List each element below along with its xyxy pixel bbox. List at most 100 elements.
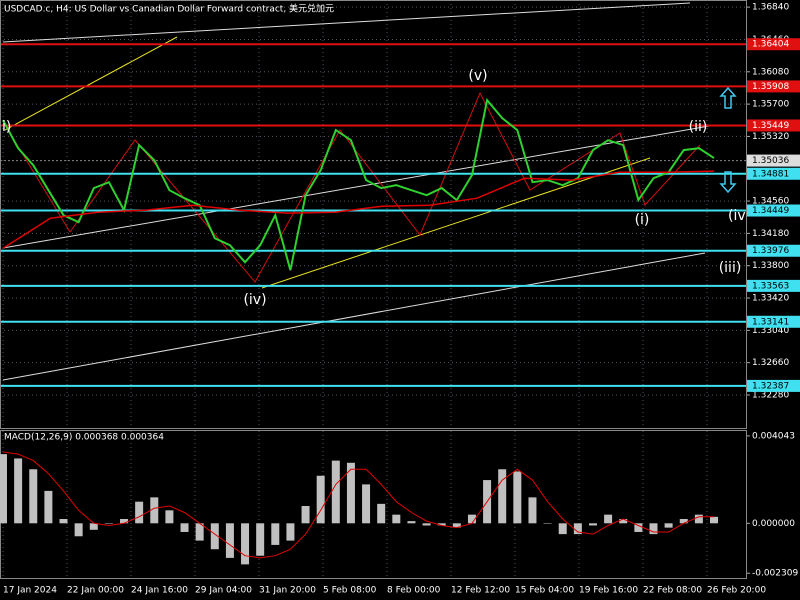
x-tick-label: 12 Feb 12:00: [451, 586, 510, 596]
level-tag: [747, 119, 800, 132]
y-tick-label: 1.33800: [752, 261, 789, 271]
level-tag: [747, 167, 800, 180]
signal-line: [2, 451, 714, 559]
wave-label: (iv): [243, 292, 266, 308]
wave-labels: (v) (ii) (iv) (i) (iii) i) (iv): [2, 68, 751, 308]
macd-bar: [604, 514, 613, 524]
macd-bar: [225, 523, 234, 558]
x-tick-label: 24 Jan 16:00: [131, 586, 188, 596]
macd-bar: [346, 462, 355, 524]
x-tick-label: 22 Jan 00:00: [67, 586, 124, 596]
level-label: 1.33141: [752, 317, 789, 327]
macd-bar: [498, 469, 507, 524]
level-tag: [747, 315, 800, 328]
macd-bar: [150, 497, 159, 524]
macd-bar: [271, 523, 280, 545]
wave-label: i): [2, 119, 11, 135]
price-tag: [747, 154, 800, 167]
level-label: 1.34881: [752, 169, 789, 179]
level-label: 1.35908: [752, 82, 789, 92]
y-tick-label: 1.33040: [752, 326, 789, 336]
wave-label: (iv): [728, 208, 751, 224]
macd-bar: [241, 523, 250, 565]
macd-bar: [135, 501, 144, 524]
level-label: 1.33563: [752, 281, 789, 291]
macd-bar: [543, 523, 552, 524]
macd-bar: [513, 471, 522, 524]
macd-bar: [467, 514, 476, 524]
trend-line: [2, 124, 716, 249]
macd-bar: [528, 497, 537, 524]
level-tag: [747, 244, 800, 257]
x-tick-label: 22 Feb 08:00: [643, 586, 702, 596]
y-tick-label: 1.35320: [752, 132, 789, 142]
macd-bar: [180, 523, 189, 532]
macd-bar: [89, 523, 98, 530]
trend-line: [261, 157, 651, 289]
macd-bar: [588, 523, 597, 526]
level-tag: [747, 80, 800, 93]
macd-bar: [452, 523, 461, 528]
wave-label: (v): [468, 68, 487, 84]
level-tag: [747, 279, 800, 292]
plot: [2, 97, 715, 271]
axes: 1.32280 1.32660 1.33040 1.33420 1.33800 1.341…: [3, 3, 800, 596]
y-tick-label: 1.32280: [752, 390, 789, 400]
wave-label: (ii): [689, 119, 708, 135]
trend-line: [2, 2, 691, 43]
macd-bar: [316, 475, 325, 524]
up-arrow: [719, 86, 737, 109]
macd-bar: [195, 523, 204, 541]
x-tick-label: 8 Feb 00:00: [387, 586, 441, 596]
x-tick-label: 15 Feb 04:00: [515, 586, 574, 596]
macd-bar: [558, 523, 567, 535]
price-line-series: [2, 97, 715, 271]
y-tick-label: -0.002309: [752, 569, 798, 579]
macd-bar: [377, 503, 386, 524]
y-tick-label: 1.35700: [752, 100, 789, 110]
grid: [0, 0, 746, 578]
macd-bar: [44, 490, 53, 524]
macd-bar: [407, 521, 416, 524]
y-tick-label: 0.000000: [752, 519, 795, 529]
macd-bar: [664, 523, 673, 528]
y-tick-label: 1.34180: [752, 229, 789, 239]
x-tick-label: 31 Jan 20:00: [259, 586, 316, 596]
macd-bar: [286, 523, 295, 541]
macd-bar: [437, 523, 446, 526]
macd-bar: [679, 518, 688, 524]
level-label: 1.36404: [752, 40, 789, 50]
macd-bar: [573, 523, 582, 535]
level-tag: [747, 38, 800, 51]
wave-label: (iii): [719, 260, 742, 276]
macd-title: MACD(12,26,9) 0.000368 0.000364: [4, 433, 164, 443]
macd-bar: [210, 523, 219, 550]
down-arrow: [719, 171, 737, 194]
price-line-series: [2, 170, 715, 249]
level-label: 1.33976: [752, 246, 789, 256]
x-tick-label: 17 Jan 2024: [3, 586, 57, 596]
macd-bar: [14, 458, 23, 524]
macd-bar: [362, 484, 371, 524]
macd-bar: [74, 523, 83, 537]
macd-bar: [634, 523, 643, 532]
macd-bar: [331, 460, 340, 524]
wave-zigzag: [4, 91, 701, 283]
y-tick-label: 1.33420: [752, 294, 789, 304]
level-label: 1.34449: [752, 206, 789, 216]
x-tick-label: 26 Feb 20:00: [707, 586, 766, 596]
macd-bar: [59, 518, 68, 524]
trend-line: [2, 252, 706, 381]
chart-title: USDCAD.c, H4: US Dollar vs Canadian Doll…: [4, 3, 334, 15]
y-tick-label: 1.36840: [752, 3, 789, 13]
macd-bar: [649, 523, 658, 535]
x-tick-label: 29 Jan 04:00: [195, 586, 252, 596]
macd-bar: [422, 523, 431, 526]
macd-bar: [29, 469, 38, 524]
y-tick-label: 1.32660: [752, 358, 789, 368]
price-label: 1.35036: [752, 156, 789, 166]
y-tick-label: 1.36080: [752, 67, 789, 77]
trend-line: [4, 36, 178, 131]
level-label: 1.35449: [752, 121, 789, 131]
